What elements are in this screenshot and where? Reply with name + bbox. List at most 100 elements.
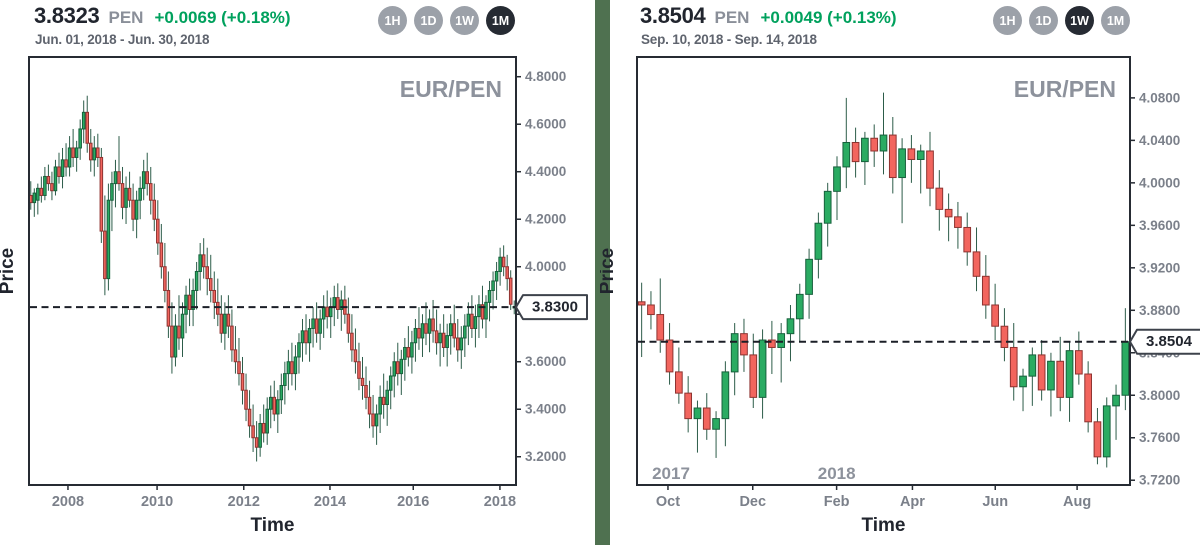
candle xyxy=(272,380,277,422)
candle xyxy=(954,201,962,249)
candle xyxy=(321,295,326,338)
candle xyxy=(445,323,449,367)
candle xyxy=(870,124,879,167)
candle xyxy=(173,314,178,367)
candle xyxy=(637,282,646,358)
candle xyxy=(268,385,273,429)
candle xyxy=(473,304,478,348)
candle xyxy=(261,404,266,443)
candle xyxy=(1074,331,1083,385)
candle xyxy=(459,326,464,369)
y-tick-label: 3.6000 xyxy=(525,354,566,369)
x-tick-label: 2010 xyxy=(141,494,173,510)
x-tick-label: Feb xyxy=(824,494,850,510)
timeframe-1m-button[interactable]: 1M xyxy=(486,6,515,35)
y-tick-label: 4.0400 xyxy=(1139,133,1180,148)
candle xyxy=(1037,340,1046,401)
timeframe-1w-button[interactable]: 1W xyxy=(1065,6,1094,35)
candle xyxy=(403,337,407,381)
candle xyxy=(406,326,411,367)
candle xyxy=(777,323,786,383)
candle xyxy=(758,329,767,419)
candle xyxy=(484,295,488,338)
quote-header: 3.8504 PEN +0.0049 (+0.13%) xyxy=(640,3,897,29)
candlestick-series xyxy=(637,92,1130,468)
candlestick-series xyxy=(28,95,517,462)
candle xyxy=(477,295,481,338)
candle xyxy=(396,342,400,386)
price-tag xyxy=(515,294,588,321)
candle xyxy=(420,314,425,357)
candle xyxy=(159,223,164,279)
candle xyxy=(1121,308,1130,411)
candle xyxy=(117,136,121,191)
candle xyxy=(693,400,702,453)
candle xyxy=(491,271,495,310)
candle xyxy=(180,302,185,357)
candle xyxy=(712,411,720,458)
candle xyxy=(297,333,301,374)
candle xyxy=(307,318,312,362)
x-axis-title: Time xyxy=(861,515,905,536)
candle xyxy=(328,297,333,338)
x-tick-label: 2014 xyxy=(314,494,346,510)
candle xyxy=(74,140,79,172)
candle xyxy=(106,183,111,291)
candle xyxy=(53,159,58,196)
candle xyxy=(879,92,888,175)
y-tick-label: 3.8800 xyxy=(1139,303,1180,318)
candle xyxy=(300,318,305,362)
candle xyxy=(501,245,506,277)
chart-panel-weekly: 3.8504 PEN +0.0049 (+0.13%) Sep. 10, 201… xyxy=(600,0,1200,545)
timeframe-1w-button[interactable]: 1W xyxy=(450,6,479,35)
candle xyxy=(339,290,344,331)
x-axis: 2008 2010 2012 2014 2016 2018 xyxy=(52,485,516,510)
candle xyxy=(163,242,167,303)
candle xyxy=(244,373,248,422)
candle xyxy=(424,302,428,346)
timeframe-1d-button[interactable]: 1D xyxy=(1029,6,1058,35)
candle xyxy=(1065,342,1074,422)
x-axis-title: Time xyxy=(250,515,294,536)
candle xyxy=(438,323,442,367)
price-change: +0.0069 (+0.18%) xyxy=(154,8,291,27)
candle xyxy=(452,304,457,348)
candle xyxy=(381,373,386,419)
timeframe-1m-button[interactable]: 1M xyxy=(1101,6,1130,35)
candle xyxy=(1009,323,1018,401)
candle xyxy=(916,144,925,194)
candle xyxy=(740,318,748,372)
candle xyxy=(226,295,231,338)
candle xyxy=(702,393,711,440)
candle xyxy=(92,136,97,177)
candle xyxy=(166,271,171,338)
candle xyxy=(448,314,453,355)
candle xyxy=(350,314,354,362)
timeframe-1h-button[interactable]: 1H xyxy=(993,6,1022,35)
candle xyxy=(283,361,287,405)
plot-border xyxy=(636,56,1131,486)
candle xyxy=(823,182,832,247)
y-tick-label: 3.8000 xyxy=(1139,388,1180,403)
y-tick-label: 3.9600 xyxy=(1139,218,1180,233)
candle xyxy=(814,212,823,279)
candle xyxy=(1019,368,1027,412)
timeframe-1d-button[interactable]: 1D xyxy=(414,6,443,35)
candle xyxy=(138,176,142,220)
timeframe-1h-button[interactable]: 1H xyxy=(378,6,407,35)
candle xyxy=(216,278,220,327)
candle xyxy=(505,254,509,291)
candle xyxy=(388,366,393,410)
candle xyxy=(141,159,146,201)
candle xyxy=(861,131,869,185)
candle xyxy=(833,156,841,221)
candle xyxy=(81,100,86,144)
currency-code: PEN xyxy=(714,8,750,27)
candle xyxy=(498,247,502,286)
price-tag-value: 3.8300 xyxy=(532,299,578,316)
candle xyxy=(364,366,368,410)
candle xyxy=(233,326,238,374)
candle xyxy=(311,307,315,348)
candle xyxy=(60,147,65,189)
